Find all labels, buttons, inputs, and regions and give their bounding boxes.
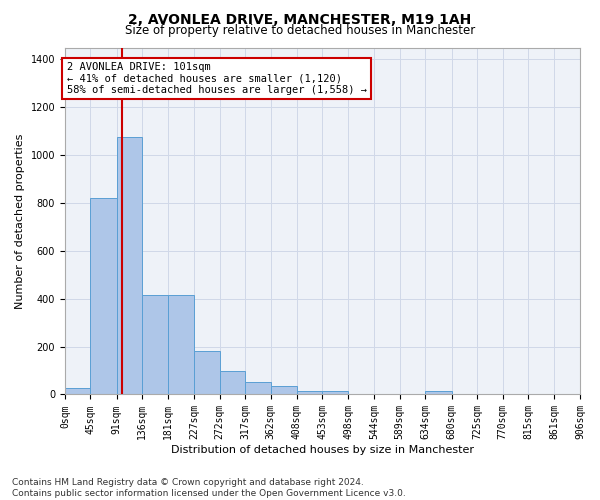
Bar <box>271 386 297 394</box>
Bar <box>142 295 168 394</box>
Bar <box>425 391 452 394</box>
Text: Contains HM Land Registry data © Crown copyright and database right 2024.
Contai: Contains HM Land Registry data © Crown c… <box>12 478 406 498</box>
Bar <box>297 391 322 394</box>
Bar <box>91 198 116 394</box>
Text: 2, AVONLEA DRIVE, MANCHESTER, M19 1AH: 2, AVONLEA DRIVE, MANCHESTER, M19 1AH <box>128 12 472 26</box>
Bar <box>168 295 194 394</box>
Text: Size of property relative to detached houses in Manchester: Size of property relative to detached ho… <box>125 24 475 37</box>
Bar <box>116 137 142 394</box>
X-axis label: Distribution of detached houses by size in Manchester: Distribution of detached houses by size … <box>171 445 474 455</box>
Bar <box>322 391 348 394</box>
Y-axis label: Number of detached properties: Number of detached properties <box>15 134 25 308</box>
Bar <box>65 388 91 394</box>
Text: 2 AVONLEA DRIVE: 101sqm
← 41% of detached houses are smaller (1,120)
58% of semi: 2 AVONLEA DRIVE: 101sqm ← 41% of detache… <box>67 62 367 95</box>
Bar <box>245 382 271 394</box>
Bar <box>194 351 220 395</box>
Bar <box>220 370 245 394</box>
